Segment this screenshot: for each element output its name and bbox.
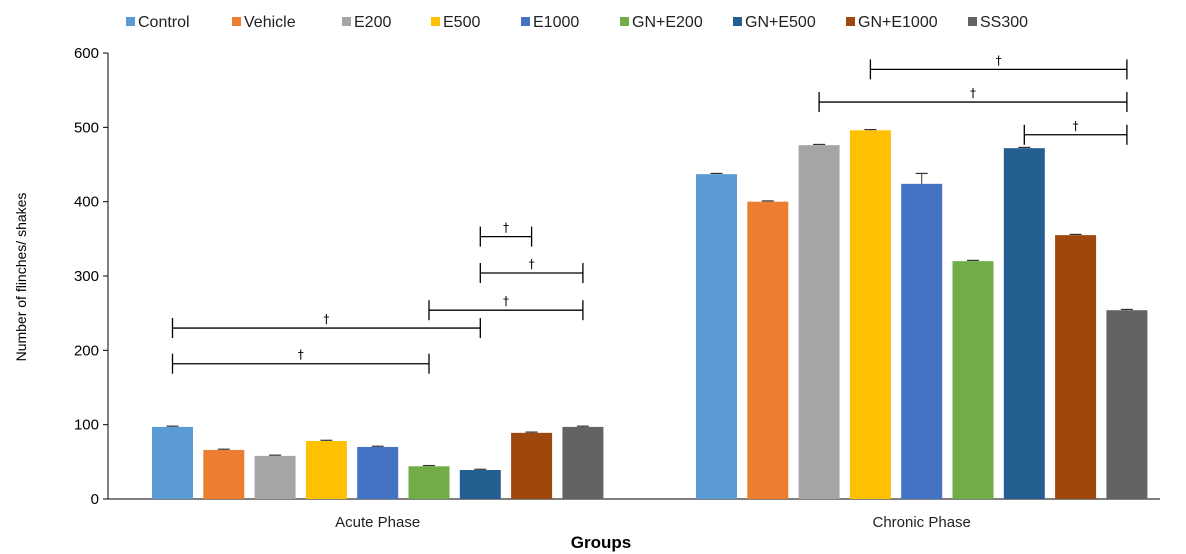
bar [1003,148,1045,499]
legend-swatch [846,17,855,26]
legend-swatch [733,17,742,26]
significance-marker: † [503,221,509,235]
y-tick-label: 600 [74,45,99,62]
bar [254,455,296,499]
significance-marker: † [529,257,535,271]
bar [747,201,789,499]
legend-label: SS300 [980,14,1028,31]
bar [408,466,450,499]
significance-brackets: † † † † † † † † [171,53,1128,374]
y-tick-label: 400 [74,194,99,211]
x-category-label: Acute Phase [335,514,420,531]
bar [1106,310,1148,499]
legend-label: Vehicle [244,14,296,31]
legend-swatch [232,17,241,26]
legend-swatch [126,17,135,26]
y-tick-label: 0 [91,491,99,508]
bar [849,130,891,500]
legend-swatch [620,17,629,26]
bars [152,128,1148,500]
significance-marker: † [1073,119,1079,133]
legend-label: GN+E1000 [858,14,938,31]
y-tick-label: 500 [74,119,99,136]
bar [203,449,245,499]
significance-marker: † [970,86,976,100]
y-axis: 0 100 200 300 400 500 600 [74,45,109,508]
bar [952,261,994,499]
bar [798,145,840,499]
bar [511,432,553,499]
y-tick-label: 100 [74,417,99,434]
legend-swatch [431,17,440,26]
legend-swatch [342,17,351,26]
legend-swatch [968,17,977,26]
legend: Control Vehicle E200 E500 E1000 GN+E200 GN+E50… [126,14,1028,31]
significance-marker: † [996,53,1002,67]
legend-label: Control [138,14,190,31]
legend-swatch [521,17,530,26]
x-axis-title: Groups [571,533,631,552]
legend-label: E1000 [533,14,579,31]
legend-label: E200 [354,14,391,31]
bar [1055,235,1097,500]
significance-marker: † [323,312,329,326]
bar [562,426,604,499]
x-category-label: Chronic Phase [873,514,971,531]
y-tick-label: 300 [74,268,99,285]
x-axis: Acute Phase Chronic Phase [108,498,1160,531]
legend-label: E500 [443,14,480,31]
legend-label: GN+E200 [632,14,703,31]
bar [152,426,193,499]
bar [305,441,347,499]
bar [357,446,399,499]
significance-marker: † [503,294,509,308]
bar [459,470,501,499]
y-axis-title: Number of flinches/ shakes [13,193,29,362]
bar [901,183,943,499]
bar [696,174,737,499]
y-tick-label: 200 [74,342,99,359]
significance-marker: † [298,348,304,362]
legend-label: GN+E500 [745,14,816,31]
